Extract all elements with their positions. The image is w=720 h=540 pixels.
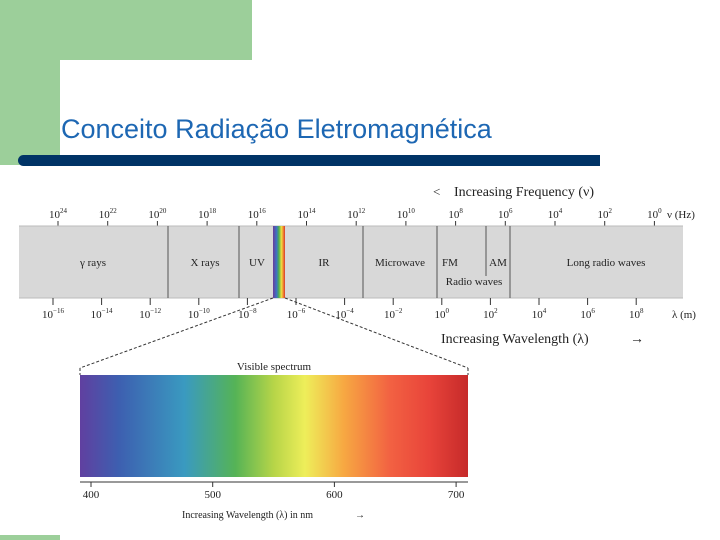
visible-tick-label: 700	[448, 489, 465, 501]
frequency-tick-label: 1012	[347, 207, 366, 221]
frequency-arrow-icon: <	[433, 184, 440, 199]
frequency-tick-label: 1010	[397, 207, 416, 221]
visible-spectrum-label: Visible spectrum	[237, 361, 312, 373]
wavelength-tick-label: 10−14	[91, 307, 113, 321]
visible-ticks: 400 500 600 700	[83, 482, 465, 501]
frequency-tick-label: 106	[498, 207, 513, 221]
wavelength-arrow-icon: →	[630, 332, 644, 347]
visible-axis-arrow-icon: →	[355, 510, 365, 521]
wavelength-tick-label: 106	[580, 307, 595, 321]
radio-waves-label: Radio waves	[446, 276, 503, 288]
frequency-tick-label: 108	[448, 207, 463, 221]
frequency-tick-label: 102	[597, 207, 612, 221]
visible-tick-label: 600	[326, 489, 343, 501]
frequency-ticks: 1024 1022 1020 1018 1016 1014 1012 1010 108 106 10…	[49, 207, 662, 226]
visible-tick-label: 400	[83, 489, 100, 501]
wavelength-tick-label: 104	[532, 307, 547, 321]
visible-spectrum-bar	[80, 375, 468, 477]
frequency-header: Increasing Frequency (ν)	[454, 185, 594, 200]
wavelength-tick-label: 100	[435, 307, 450, 321]
expansion-line-right	[284, 297, 469, 369]
frequency-unit: ν (Hz)	[667, 209, 695, 221]
visible-axis-label: Increasing Wavelength (λ) in nm	[182, 510, 313, 521]
band-label-microwave: Microwave	[375, 257, 425, 269]
frequency-tick-label: 1024	[49, 207, 68, 221]
wavelength-ticks: 10−16 10−14 10−12 10−10 10−8 10−6 10−4 10−2 100 1…	[42, 298, 644, 321]
title-underline-bar	[18, 155, 600, 166]
wavelength-tick-label: 10−10	[188, 307, 210, 321]
band-label-xray: X rays	[190, 257, 219, 269]
wavelength-unit: λ (m)	[672, 309, 696, 321]
visible-tick-label: 500	[204, 489, 221, 501]
frequency-tick-label: 1022	[99, 207, 118, 221]
frequency-tick-label: 1014	[298, 207, 317, 221]
wavelength-tick-label: 10−8	[238, 307, 257, 321]
band-label-gamma: γ rays	[79, 257, 106, 269]
band-label-am: AM	[489, 257, 507, 269]
band-label-fm: FM	[442, 257, 458, 269]
wavelength-tick-label: 10−16	[42, 307, 64, 321]
expansion-line-left	[79, 297, 274, 369]
frequency-tick-label: 1018	[198, 207, 217, 221]
slide-title: Conceito Radiação Eletromagnética	[61, 114, 492, 144]
wavelength-tick-label: 10−6	[287, 307, 306, 321]
wavelength-tick-label: 102	[483, 307, 498, 321]
wavelength-tick-label: 10−12	[139, 307, 161, 321]
frequency-tick-label: 100	[647, 207, 662, 221]
decor-green-left-block	[0, 0, 60, 165]
decor-green-bottom-block	[0, 535, 60, 540]
spectrum-band	[19, 226, 683, 298]
frequency-tick-label: 104	[548, 207, 563, 221]
band-label-ir: IR	[319, 257, 331, 269]
wavelength-tick-label: 10−2	[384, 307, 403, 321]
wavelength-header: Increasing Wavelength (λ)	[441, 332, 589, 347]
band-label-uv: UV	[249, 257, 265, 269]
visible-band-strip	[273, 226, 285, 298]
band-label-long-radio: Long radio waves	[567, 257, 646, 269]
wavelength-tick-label: 108	[629, 307, 644, 321]
frequency-tick-label: 1020	[148, 207, 167, 221]
frequency-tick-label: 1016	[248, 207, 267, 221]
wavelength-tick-label: 10−4	[335, 307, 354, 321]
